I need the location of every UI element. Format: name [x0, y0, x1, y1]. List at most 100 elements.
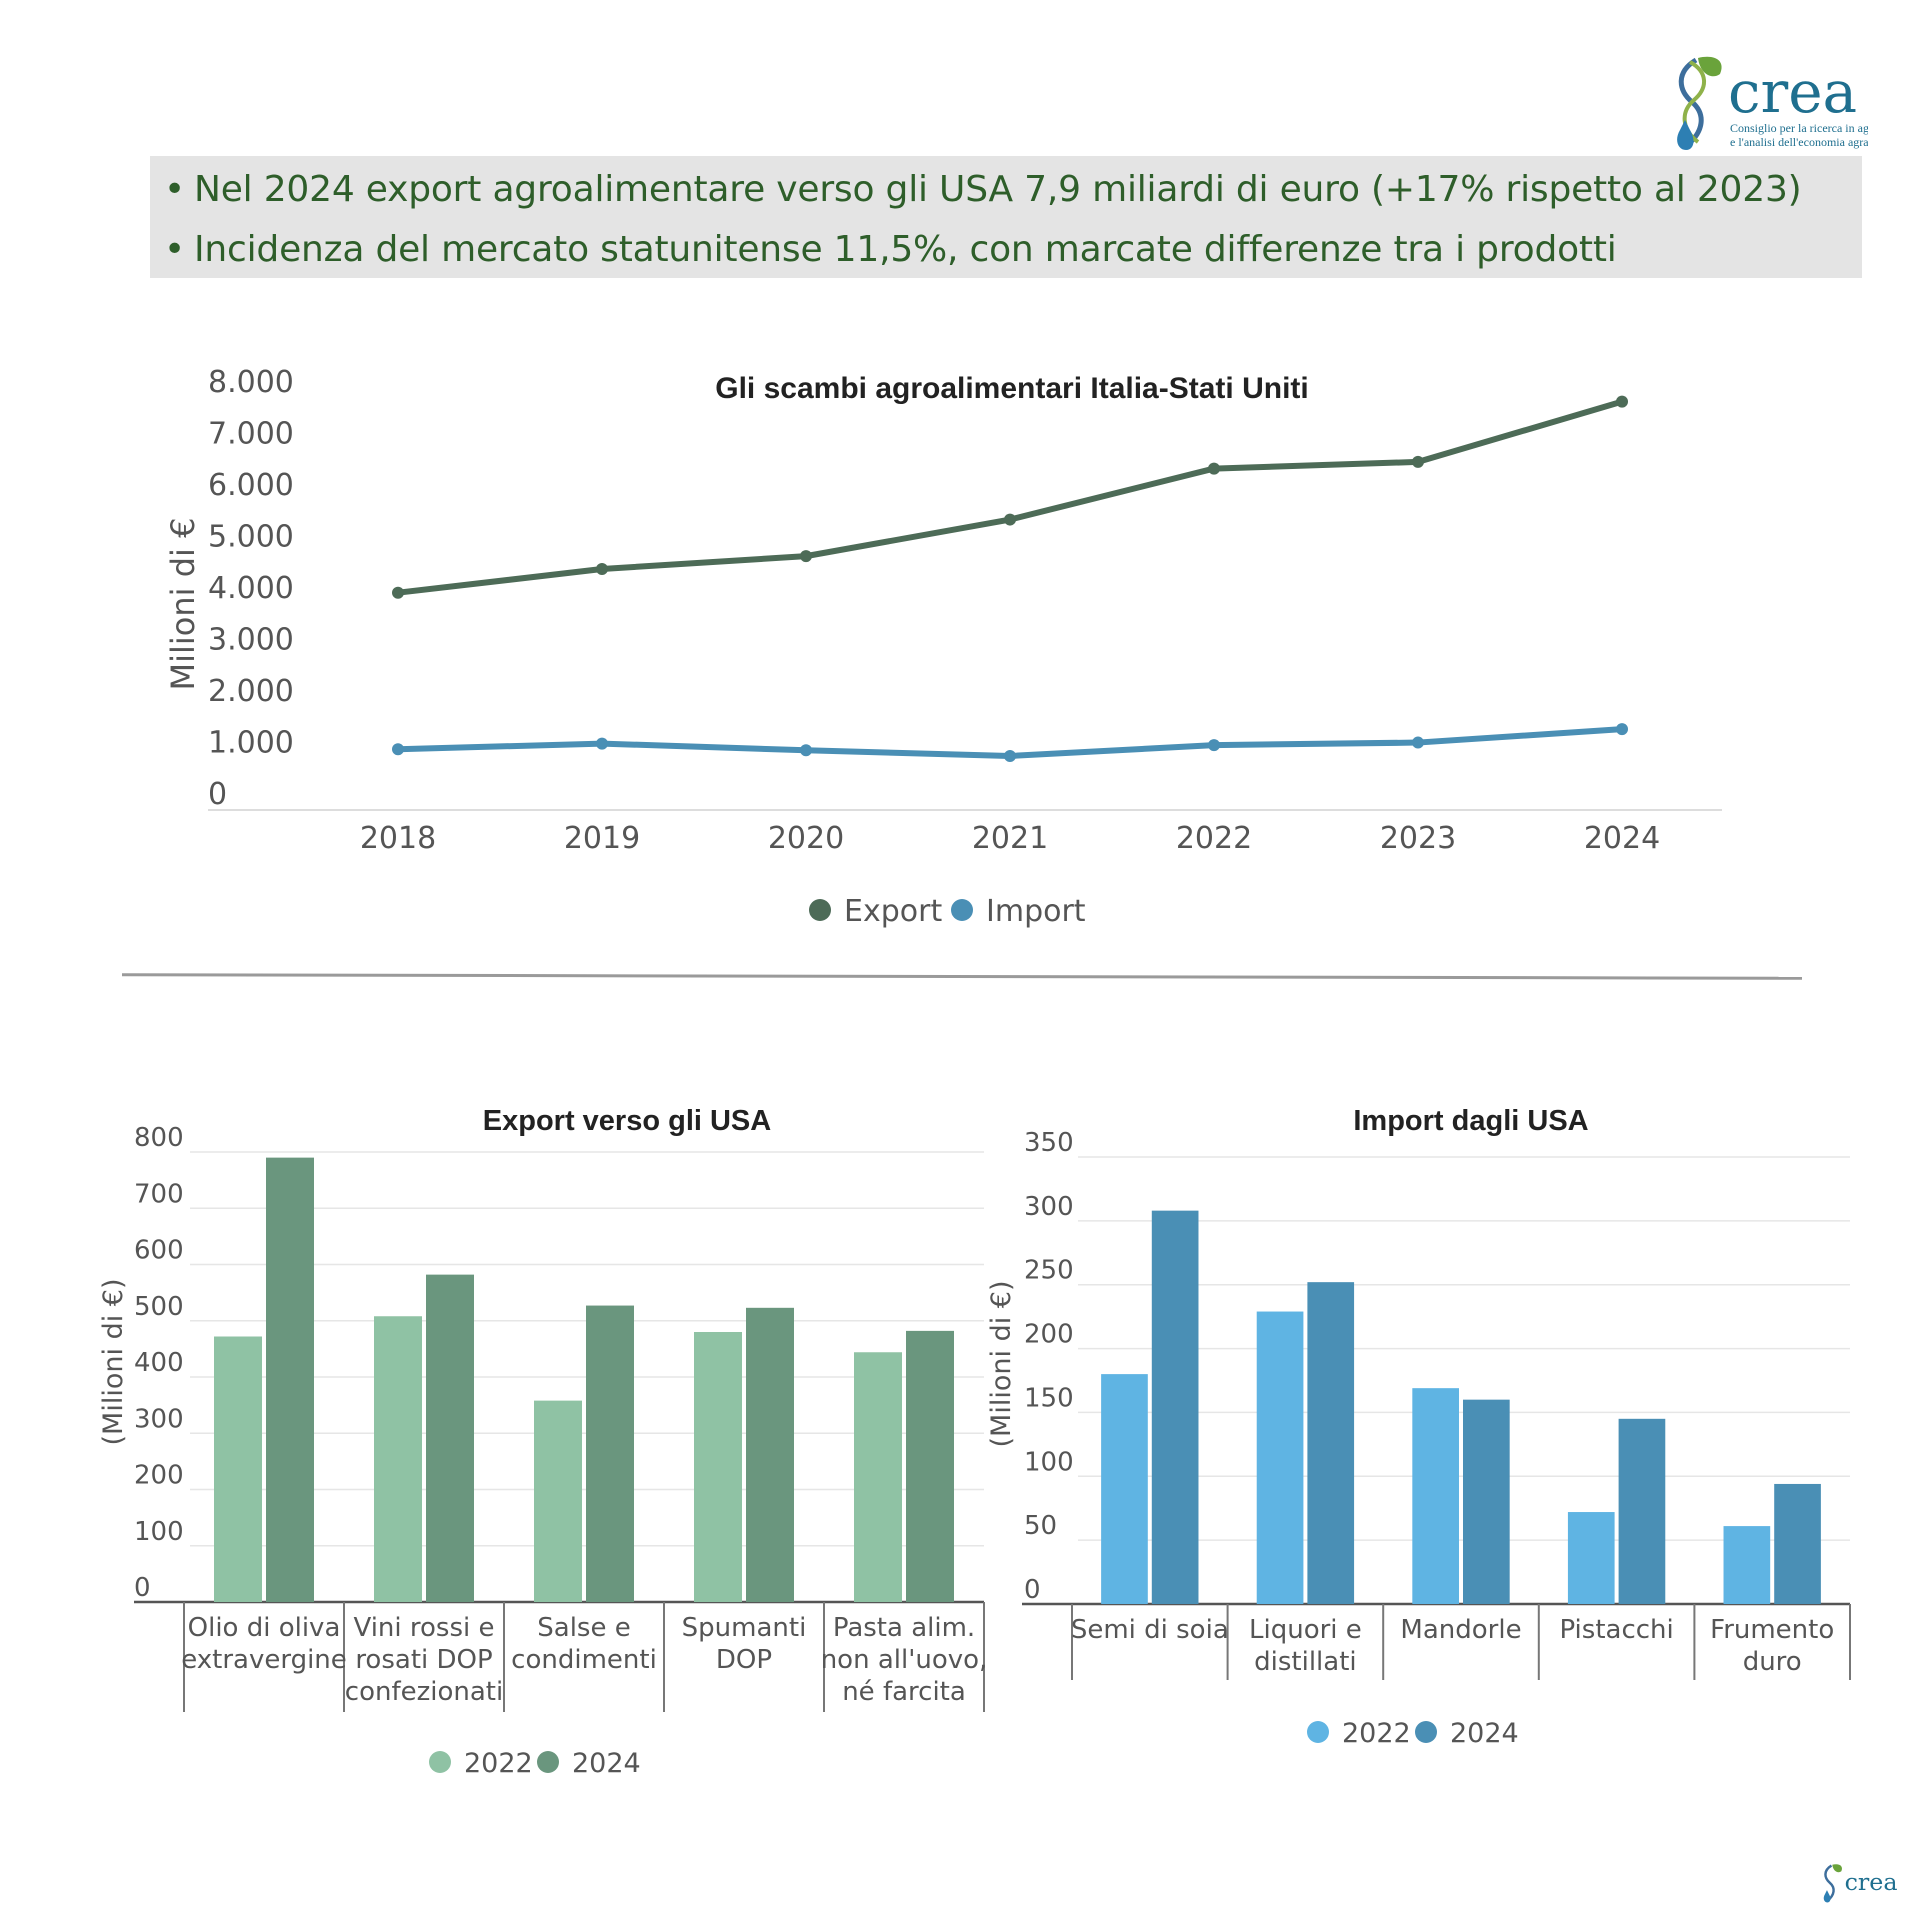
import-chart-category-label: distillati: [1254, 1647, 1357, 1677]
export-chart-category-label: né farcita: [842, 1677, 966, 1707]
import-chart-legend-swatch-2024: [1415, 1721, 1437, 1743]
logo-small-word: crea: [1845, 1868, 1898, 1896]
export-chart-ytick: 0: [134, 1573, 151, 1603]
export-chart-category-label: rosati DOP: [355, 1645, 492, 1675]
line-point-export: [596, 563, 608, 576]
legend-swatch-import: [951, 899, 973, 921]
import-chart-ytick: 50: [1024, 1511, 1057, 1541]
import-chart-legend-swatch-2022: [1307, 1721, 1329, 1743]
line-point-import: [1616, 723, 1628, 736]
export-chart-bar-2022: [374, 1316, 422, 1602]
export-chart-category-label: Olio di oliva: [188, 1613, 341, 1643]
import-chart-category-label: duro: [1743, 1647, 1802, 1677]
export-chart-ytick: 600: [134, 1236, 184, 1266]
export-chart-legend-label-2024: 2024: [572, 1748, 641, 1779]
export-chart-legend-swatch-2024: [537, 1751, 559, 1773]
export-chart-ytick: 400: [134, 1348, 184, 1378]
highlight-bullet-2: • Incidenza del mercato statunitense 11,5…: [164, 220, 1862, 280]
import-chart-bar-2022: [1101, 1374, 1148, 1604]
line-chart-ytick: 3.000: [208, 623, 294, 658]
import-chart-bar-2022: [1723, 1526, 1771, 1604]
import-chart-bar-2022: [1412, 1388, 1459, 1604]
export-chart-bar-2024: [906, 1330, 954, 1602]
line-point-import: [1412, 736, 1424, 749]
line-point-export: [1616, 395, 1628, 408]
line-point-import: [392, 743, 404, 756]
line-chart-xtick: 2020: [768, 821, 844, 856]
import-chart-bar-2022: [1567, 1512, 1615, 1604]
import-chart-ytick: 200: [1024, 1320, 1074, 1350]
export-chart-ytick: 700: [134, 1179, 184, 1209]
import-chart-category-label: Mandorle: [1400, 1615, 1521, 1645]
export-chart-bar-2022: [214, 1336, 262, 1602]
line-point-import: [1208, 739, 1220, 752]
line-point-export: [1208, 462, 1220, 475]
import-chart-category-label: Frumento: [1710, 1615, 1834, 1645]
export-chart-title: Export verso gli USA: [483, 1105, 772, 1137]
logo-word: crea: [1728, 58, 1857, 126]
export-chart-category-label: condimenti: [511, 1645, 657, 1675]
legend-label-export: Export: [844, 894, 942, 929]
line-chart-ytick: 0: [208, 777, 227, 812]
export-chart-bar-2024: [426, 1274, 474, 1602]
export-chart-ytick: 300: [134, 1404, 184, 1434]
bullet-dot: •: [164, 229, 186, 270]
highlight-bullet-1: • Nel 2024 export agroalimentare verso gl…: [164, 160, 1862, 220]
crea-logo: crea Consiglio per la ricerca in agricol…: [1677, 56, 1868, 150]
logo-line1: Consiglio per la ricerca in agricoltura: [1730, 121, 1868, 135]
highlight-text-2: Incidenza del mercato statunitense 11,5%…: [194, 229, 1617, 270]
line-point-import: [800, 744, 812, 757]
export-chart-ytick: 200: [134, 1461, 184, 1491]
import-chart-ytick: 0: [1024, 1575, 1041, 1605]
export-chart-ylabel: (Milioni di €): [98, 1279, 129, 1446]
line-chart-xtick: 2023: [1380, 821, 1456, 856]
import-chart-bar-2024: [1151, 1210, 1199, 1604]
legend-label-import: Import: [986, 894, 1086, 929]
line-chart-xtick: 2022: [1176, 821, 1252, 856]
line-chart-trade: Gli scambi agroalimentari Italia-Stati U…: [164, 365, 1722, 929]
import-chart-bar-2024: [1774, 1483, 1821, 1604]
line-chart-title: Gli scambi agroalimentari Italia-Stati U…: [715, 372, 1308, 405]
legend-swatch-export: [809, 899, 831, 921]
line-chart-xtick: 2024: [1584, 821, 1660, 856]
line-chart-ytick: 1.000: [208, 726, 294, 761]
export-chart-category-label: extravergine: [181, 1645, 347, 1675]
line-point-export: [1412, 455, 1424, 468]
import-chart-ylabel: (Milioni di €): [986, 1281, 1017, 1448]
import-chart-legend-label-2022: 2022: [1342, 1718, 1411, 1749]
export-chart-bar-2024: [266, 1157, 314, 1602]
export-chart-bar-2022: [534, 1400, 582, 1602]
import-chart-title: Import dagli USA: [1353, 1105, 1588, 1137]
import-chart-ytick: 300: [1024, 1192, 1074, 1222]
export-chart-bar-2024: [746, 1307, 794, 1602]
export-chart-category-label: non all'uovo,: [821, 1645, 988, 1675]
export-chart-ytick: 500: [134, 1292, 184, 1322]
line-point-import: [1004, 749, 1016, 762]
import-chart-bar-2024: [1463, 1399, 1510, 1604]
export-chart-bar-2024: [586, 1305, 634, 1602]
line-chart-xtick: 2021: [972, 821, 1048, 856]
line-point-export: [800, 550, 812, 563]
export-chart-legend-label-2022: 2022: [464, 1748, 533, 1779]
import-chart-bar-2024: [1618, 1418, 1666, 1604]
export-chart-ytick: 800: [134, 1123, 184, 1153]
line-chart-ytick: 8.000: [208, 365, 294, 400]
line-chart-ytick: 2.000: [208, 674, 294, 709]
line-chart-ytick: 7.000: [208, 417, 294, 452]
line-chart-ytick: 6.000: [208, 468, 294, 503]
export-chart-legend-swatch-2022: [429, 1751, 451, 1773]
line-chart-ylabel: Milioni di €: [164, 518, 202, 691]
line-chart-xtick: 2019: [564, 821, 640, 856]
import-chart-ytick: 250: [1024, 1256, 1074, 1286]
highlight-text-1: Nel 2024 export agroalimentare verso gli…: [194, 169, 1802, 210]
import-chart-ytick: 350: [1024, 1128, 1074, 1158]
highlights-banner: • Nel 2024 export agroalimentare verso gl…: [150, 156, 1862, 278]
bullet-dot: •: [164, 169, 186, 210]
import-chart-ytick: 150: [1024, 1383, 1074, 1413]
export-chart-bar-2022: [854, 1352, 902, 1602]
export-chart-category-label: Salse e: [537, 1613, 630, 1643]
export-chart-category-label: Pasta alim.: [833, 1613, 975, 1643]
line-chart-ytick: 5.000: [208, 520, 294, 555]
